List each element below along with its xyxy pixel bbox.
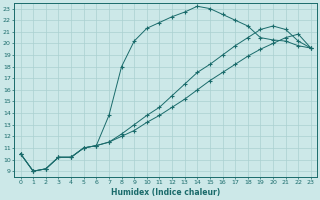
X-axis label: Humidex (Indice chaleur): Humidex (Indice chaleur) bbox=[111, 188, 220, 197]
